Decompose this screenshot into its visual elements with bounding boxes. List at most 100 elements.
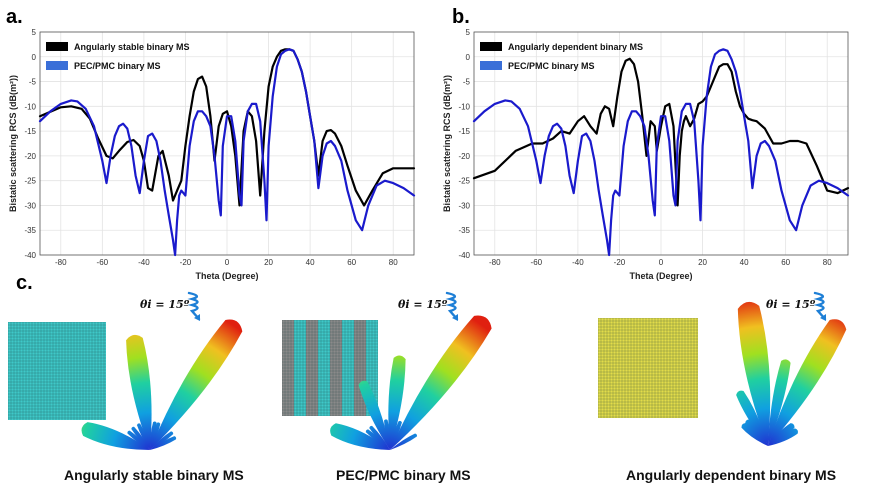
caption-stable: Angularly stable binary MS (64, 467, 244, 483)
lobe-side-left (330, 423, 390, 450)
panel-label-b: b. (452, 6, 470, 28)
y-tick-label: 0 (32, 53, 37, 62)
legend-label: Angularly dependent binary MS (508, 42, 643, 52)
lobe-center-right (388, 355, 406, 450)
lobe-main-right (150, 319, 243, 450)
incident-angle-label-2: θi = 15º (398, 298, 448, 311)
lobe-minor (768, 428, 798, 446)
y-tick-label: -15 (458, 127, 470, 136)
radiation-pattern-pecpmc (330, 315, 492, 450)
lobe-minor (127, 430, 150, 450)
x-tick-label: 60 (347, 258, 356, 267)
y-tick-label: -20 (458, 152, 470, 161)
wave-path (187, 291, 201, 321)
incident-wave-icon-1 (187, 291, 201, 321)
legend-label: Angularly stable binary MS (74, 42, 190, 52)
incident-angle-label-1: θi = 15º (140, 298, 190, 311)
y-tick-label: -15 (24, 127, 36, 136)
y-axis-label: Bistatic scattering RCS (dB(m²)) (442, 75, 452, 212)
x-tick-label: 60 (781, 258, 790, 267)
caption-pecpmc: PEC/PMC binary MS (336, 467, 471, 483)
wave-arrowhead (194, 314, 200, 321)
y-tick-label: 5 (466, 28, 471, 37)
legend-label: PEC/PMC binary MS (74, 61, 161, 71)
lobe-minor (390, 420, 402, 450)
x-tick-label: -60 (531, 258, 543, 267)
metasurface-grid-pecpmc (282, 320, 378, 416)
metasurface-grid-dependent (598, 318, 698, 418)
y-tick-label: -20 (24, 152, 36, 161)
series-line-black (38, 48, 416, 207)
x-tick-label: 80 (823, 258, 832, 267)
lobe-main-right (768, 319, 847, 446)
radiation-pattern-dependent (736, 301, 847, 446)
legend-swatch (46, 61, 68, 70)
wave-arrowhead (452, 314, 458, 321)
x-tick-label: -40 (138, 258, 150, 267)
y-tick-label: -35 (24, 226, 36, 235)
panel-label-a: a. (6, 6, 23, 28)
metasurface-grid-stable (8, 322, 106, 420)
lobe-center (358, 380, 390, 450)
legend-swatch (46, 42, 68, 51)
y-tick-label: -40 (458, 251, 470, 260)
y-tick-label: -25 (458, 177, 470, 186)
x-tick-label: -60 (97, 258, 109, 267)
plot-border (39, 31, 415, 256)
lobe-minor (369, 425, 390, 450)
x-tick-label: 0 (225, 258, 230, 267)
lobe-minor (131, 426, 150, 450)
incident-wave-icon-3 (813, 291, 827, 321)
lobe-minor (384, 419, 391, 450)
y-tick-label: -25 (24, 177, 36, 186)
x-tick-label: -20 (180, 258, 192, 267)
panel-label-c: c. (16, 272, 33, 294)
lobe-minor (150, 436, 177, 450)
x-tick-label: 40 (306, 258, 315, 267)
series-line-blue (472, 48, 850, 257)
radiation-pattern-stable (81, 319, 243, 450)
x-tick-label: 0 (659, 258, 664, 267)
y-tick-label: 5 (32, 28, 37, 37)
legend-label: PEC/PMC binary MS (508, 61, 595, 71)
wave-arrowhead (820, 314, 826, 321)
x-tick-label: 20 (264, 258, 273, 267)
x-tick-label: 40 (740, 258, 749, 267)
series-line-blue (38, 48, 416, 257)
x-tick-label: -20 (614, 258, 626, 267)
y-tick-label: -5 (29, 78, 37, 87)
x-tick-label: 80 (389, 258, 398, 267)
lobe-side-center (768, 359, 791, 446)
incident-angle-label-3: θi = 15º (766, 298, 816, 311)
y-tick-label: -10 (458, 102, 470, 111)
x-tick-label: -40 (572, 258, 584, 267)
charts-canvas: -80 -60 -40 -20 0 20 40 60 80 5 0 -5 -10 -15 -20 -25 -30… (8, 28, 850, 281)
y-tick-label: -10 (24, 102, 36, 111)
legend-swatch (480, 61, 502, 70)
legend-swatch (480, 42, 502, 51)
lobe-side-left (81, 422, 150, 450)
lobe-minor (150, 422, 161, 450)
chart-b: -80 -60 -40 -20 0 20 40 60 80 5 0 -5 -10 -15 -20 -25 -30… (442, 28, 850, 281)
wave-path (813, 291, 827, 321)
x-tick-label: 20 (698, 258, 707, 267)
chart-a: -80 -60 -40 -20 0 20 40 60 80 5 0 -5 -10 -15 -20 -25 -30… (8, 28, 416, 281)
y-axis-label: Bistatic scattering RCS (dB(m²)) (8, 75, 18, 212)
lobe-minor (150, 431, 174, 450)
lobe-main-center (126, 334, 152, 450)
x-tick-label: -80 (55, 258, 67, 267)
lobe-main-right (390, 315, 492, 450)
incident-wave-icon-2 (445, 291, 459, 321)
caption-dependent: Angularly dependent binary MS (626, 467, 837, 483)
y-tick-label: -30 (458, 201, 470, 210)
x-axis-label: Theta (Degree) (195, 271, 258, 281)
y-tick-label: -5 (463, 78, 471, 87)
grid-fill (8, 322, 106, 420)
wave-path (445, 291, 459, 321)
y-tick-label: -35 (458, 226, 470, 235)
series-line-black (472, 57, 850, 207)
lobe-minor (136, 423, 150, 450)
y-tick-label: 0 (466, 53, 471, 62)
lobe-minor (390, 433, 418, 450)
y-tick-label: -30 (24, 201, 36, 210)
